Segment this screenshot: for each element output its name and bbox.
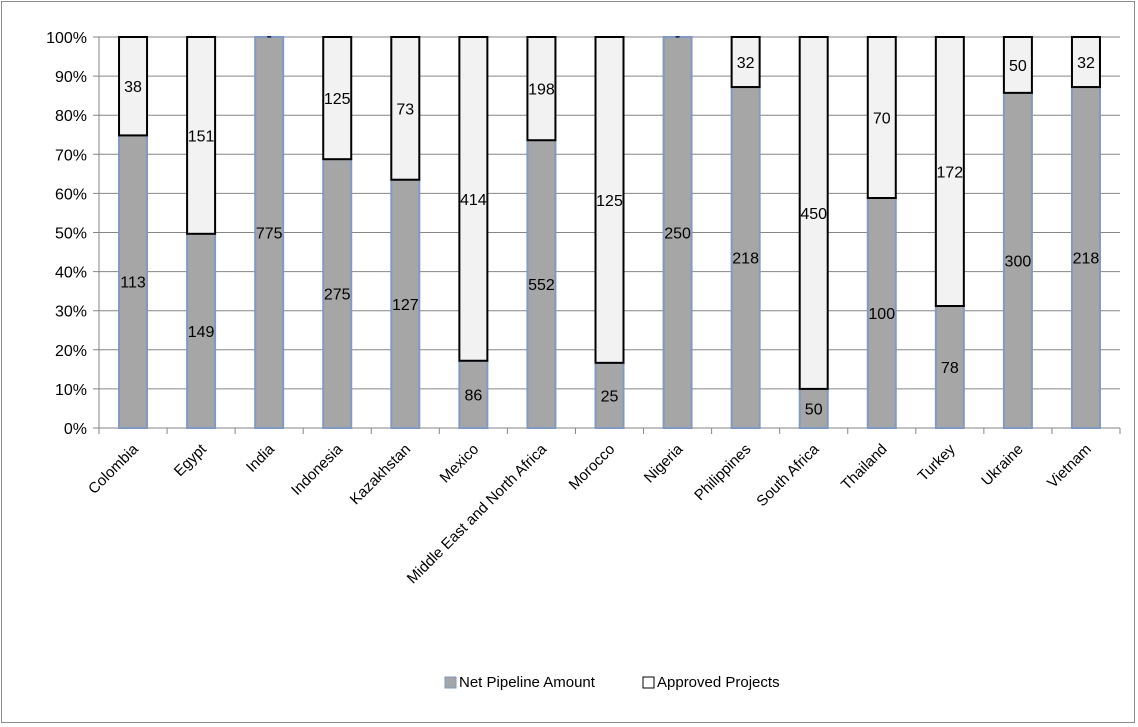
data-label-approved-projects: 151 [188, 128, 215, 145]
data-label-net-pipeline: 552 [528, 277, 555, 294]
bar-approved-projects [118, 36, 149, 137]
y-tick-label: 50% [55, 226, 87, 243]
data-label-approved-projects: 32 [737, 55, 755, 72]
x-category-label: Vietnam [1044, 441, 1095, 492]
bar-net-pipeline [186, 232, 217, 429]
data-label-approved-projects: 73 [396, 101, 414, 118]
data-label-approved-projects: - [267, 28, 272, 45]
x-category-label: Egypt [171, 440, 211, 480]
data-label-net-pipeline: 149 [188, 324, 215, 341]
bar-approved-projects [1002, 36, 1033, 94]
x-category-label: Morocco [566, 441, 619, 494]
y-tick-label: 40% [55, 265, 87, 282]
y-tick-label: 90% [55, 69, 87, 86]
x-category-label: Colombia [85, 440, 142, 497]
data-label-net-pipeline: 78 [941, 360, 959, 377]
x-category-label: Ukraine [978, 441, 1027, 490]
y-tick-label: 80% [55, 108, 87, 125]
bar-approved-projects [1070, 36, 1101, 89]
data-label-approved-projects: - [675, 28, 680, 45]
bar-net-pipeline [526, 139, 557, 429]
data-label-approved-projects: 50 [1009, 58, 1027, 75]
data-label-approved-projects: 450 [800, 206, 827, 223]
x-category-label: Philippines [691, 441, 754, 504]
bar-net-pipeline [1002, 91, 1033, 429]
data-label-net-pipeline: 218 [732, 251, 759, 268]
data-label-approved-projects: 198 [528, 82, 555, 99]
y-tick-label: 20% [55, 343, 87, 360]
data-label-net-pipeline: 300 [1005, 253, 1032, 270]
x-category-label: Middle East and North Africa [404, 440, 551, 587]
x-category-label: Indonesia [288, 440, 346, 498]
legend-label-net-pipeline: Net Pipeline Amount [459, 674, 596, 691]
bar-approved-projects [798, 36, 829, 390]
legend-swatch-approved-projects [642, 676, 655, 689]
bar-net-pipeline [322, 158, 353, 429]
bar-approved-projects [322, 36, 353, 161]
x-category-label: Kazakhstan [347, 441, 414, 508]
bar-approved-projects [934, 36, 965, 308]
x-category-label: India [243, 440, 278, 475]
bar-net-pipeline [118, 134, 149, 430]
data-label-net-pipeline: 25 [601, 388, 619, 405]
y-tick-label: 30% [55, 304, 87, 321]
bar-net-pipeline [662, 36, 693, 429]
legend-swatch-net-pipeline [444, 676, 457, 689]
data-label-approved-projects: 38 [124, 79, 142, 96]
bar-approved-projects [390, 36, 421, 181]
data-label-approved-projects: 414 [460, 192, 487, 209]
y-tick-label: 10% [55, 382, 87, 399]
bar-net-pipeline [458, 359, 489, 429]
x-category-label: Mexico [437, 441, 483, 487]
y-tick-label: 70% [55, 147, 87, 164]
x-category-label: Thailand [838, 441, 891, 494]
bar-approved-projects [186, 36, 217, 235]
data-label-approved-projects: 125 [324, 91, 351, 108]
bar-net-pipeline [1070, 86, 1101, 429]
bar-approved-projects [730, 36, 761, 89]
bar-approved-projects [866, 36, 897, 199]
y-tick-label: 0% [64, 421, 87, 438]
data-label-net-pipeline: 275 [324, 287, 351, 304]
bar-net-pipeline [594, 361, 625, 430]
x-category-label: Turkey [915, 440, 959, 484]
legend-label-approved-projects: Approved Projects [657, 674, 780, 691]
data-label-net-pipeline: 113 [120, 275, 146, 292]
y-tick-label: 60% [55, 186, 87, 203]
data-label-net-pipeline: 86 [464, 387, 482, 404]
bar-approved-projects [594, 36, 625, 364]
x-category-label: South Africa [753, 440, 823, 510]
x-category-label: Nigeria [641, 440, 687, 486]
y-tick-label: 100% [46, 30, 87, 47]
bar-approved-projects [458, 36, 489, 362]
data-label-net-pipeline: 218 [1073, 251, 1100, 268]
data-label-approved-projects: 32 [1077, 55, 1095, 72]
data-label-net-pipeline: 775 [256, 226, 283, 243]
data-label-approved-projects: 172 [936, 165, 963, 182]
data-label-net-pipeline: 100 [868, 306, 895, 323]
data-label-approved-projects: 125 [596, 193, 623, 210]
data-label-net-pipeline: 250 [664, 226, 691, 243]
bar-net-pipeline [254, 36, 285, 429]
data-label-net-pipeline: 50 [805, 401, 823, 418]
data-label-net-pipeline: 127 [392, 297, 419, 314]
bar-approved-projects [526, 36, 557, 142]
bar-net-pipeline [934, 305, 965, 429]
data-label-approved-projects: 70 [873, 111, 891, 128]
